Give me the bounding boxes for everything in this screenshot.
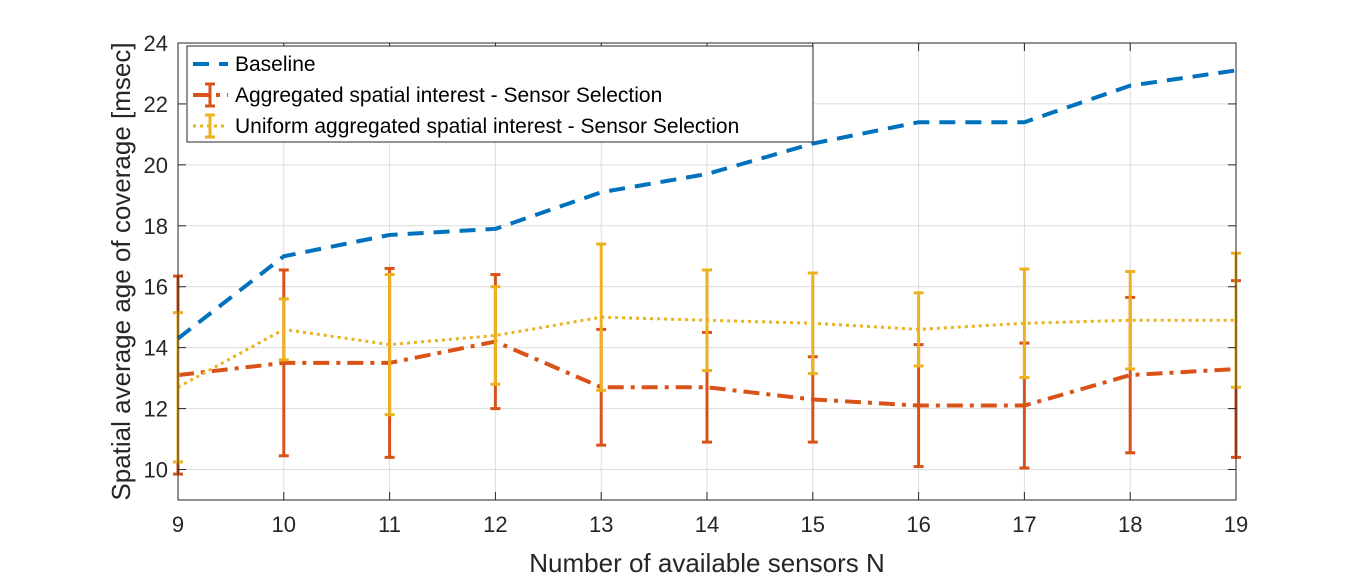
legend-label: Baseline bbox=[235, 53, 316, 76]
x-tick-label: 19 bbox=[1224, 512, 1248, 537]
y-tick-label: 14 bbox=[144, 336, 168, 361]
x-tick-label: 11 bbox=[378, 512, 401, 537]
x-tick-label: 12 bbox=[483, 512, 507, 537]
legend-label: Uniform aggregated spatial interest - Se… bbox=[235, 115, 739, 138]
legend-entry: Aggregated spatial interest - Sensor Sel… bbox=[193, 82, 662, 108]
x-tick-label: 15 bbox=[801, 512, 825, 537]
y-tick-label: 20 bbox=[144, 153, 168, 178]
y-axis-label: Spatial average age of coverage [msec] bbox=[106, 42, 136, 500]
x-tick-label: 16 bbox=[906, 512, 930, 537]
x-tick-label: 9 bbox=[172, 512, 184, 537]
series-line bbox=[177, 339, 1237, 408]
legend-label: Aggregated spatial interest - Sensor Sel… bbox=[235, 84, 662, 107]
x-tick-label: 13 bbox=[589, 512, 613, 537]
y-tick-label: 16 bbox=[144, 275, 168, 300]
legend-box bbox=[186, 45, 814, 143]
x-tick-label: 18 bbox=[1118, 512, 1142, 537]
legend-entry: Uniform aggregated spatial interest - Se… bbox=[193, 113, 739, 139]
y-tick-label: 12 bbox=[144, 397, 168, 422]
legend-entry: Baseline bbox=[193, 53, 316, 76]
x-tick-label: 17 bbox=[1012, 512, 1036, 537]
series-line bbox=[177, 315, 1236, 389]
y-tick-label: 10 bbox=[144, 458, 168, 483]
x-tick-label: 14 bbox=[695, 512, 719, 537]
x-axis-label: Number of available sensors N bbox=[529, 548, 885, 578]
y-tick-label: 22 bbox=[144, 92, 168, 117]
x-tick-label: 10 bbox=[272, 512, 296, 537]
y-tick-label: 24 bbox=[144, 31, 168, 56]
axis-ticks: 9 10 11 12 13 14 15 16 17 18 19 10 12 14 16 18 20 22 24 bbox=[144, 31, 1249, 537]
legend: Baseline Aggregated spatial interest - Se… bbox=[186, 45, 814, 143]
y-tick-label: 18 bbox=[144, 214, 168, 239]
